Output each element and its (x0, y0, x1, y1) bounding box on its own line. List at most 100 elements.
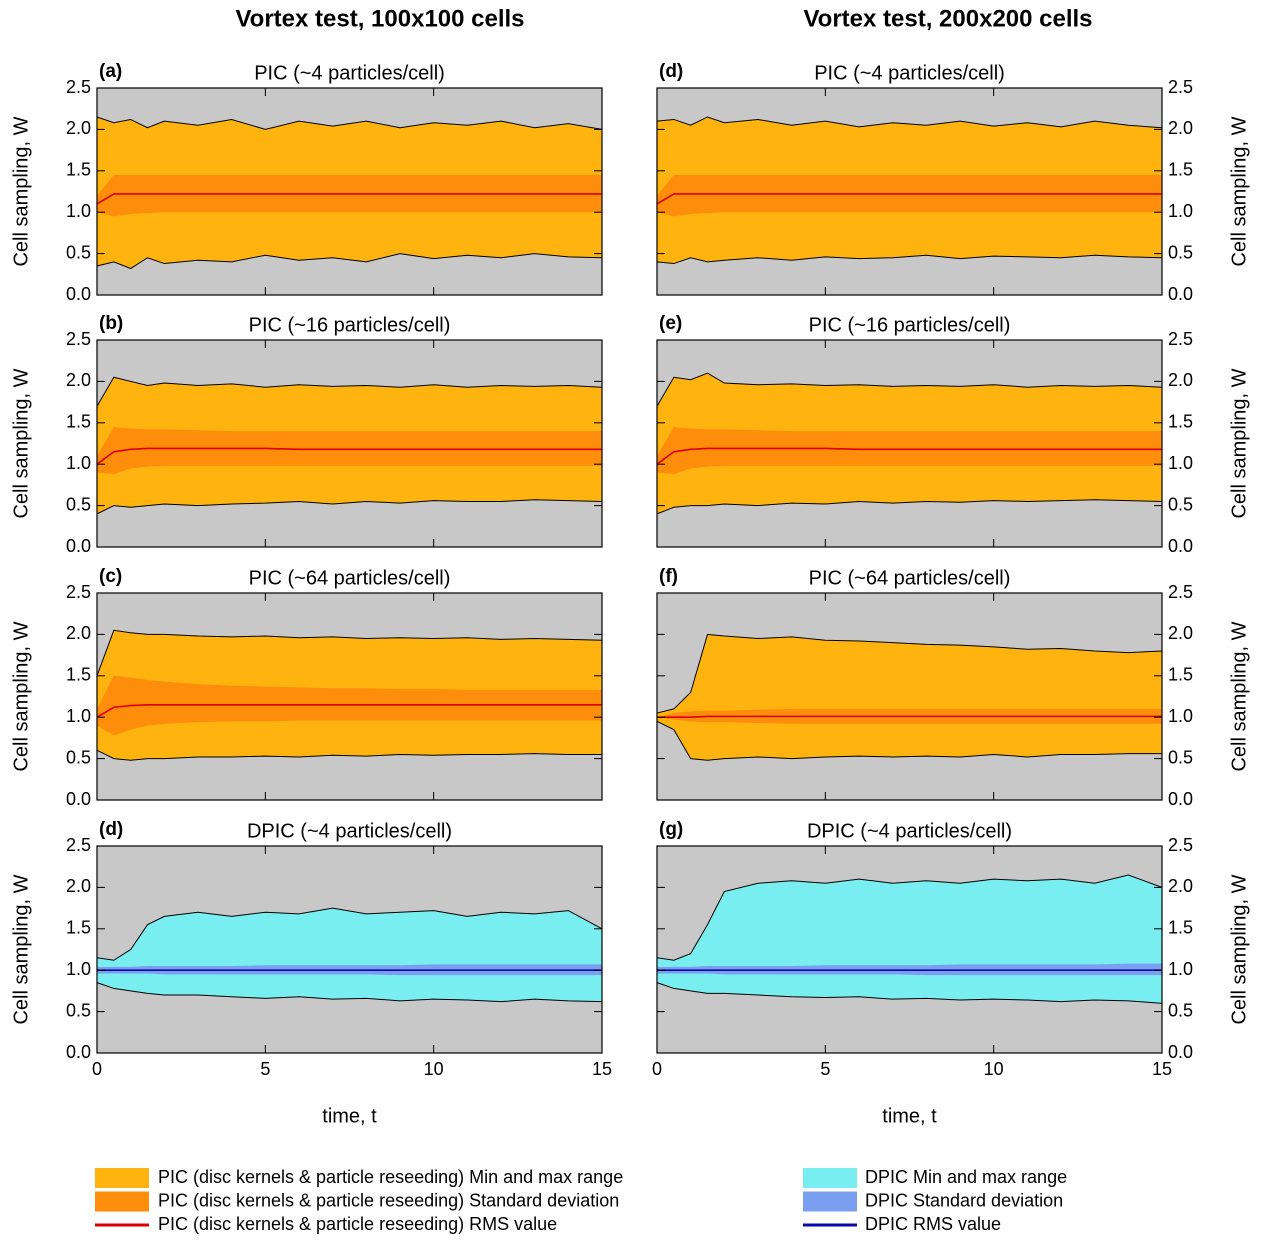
y-tick-label: 2.5 (1168, 835, 1193, 855)
range-band (657, 874, 1162, 1004)
range-edge (96, 629, 603, 676)
y-tick-label: 0.0 (66, 789, 91, 809)
y-axis-label: Cell sampling, W (1228, 116, 1250, 266)
rms-line (96, 447, 602, 465)
y-tick-label: 2.0 (1168, 118, 1193, 138)
panel: 0.0 0.5 1.0 1.5 2.0 2.5 (f) PIC (~64 particles/… (656, 566, 1250, 809)
panel-label: (e) (659, 313, 682, 334)
column-title: Vortex test, 100x100 cells (235, 5, 524, 32)
plot-frame (96, 845, 603, 1054)
range-edge (96, 982, 603, 1003)
y-tick-label: 2.5 (1168, 329, 1193, 349)
y-tick-label: 1.5 (66, 665, 91, 685)
y-tick-label: 0.0 (1168, 1042, 1193, 1062)
y-tick-label: 2.5 (1168, 77, 1193, 97)
y-tick-label: 0.5 (66, 747, 91, 767)
range-edge (96, 907, 603, 961)
panel: 0.0 0.5 1.0 1.5 2.0 2.5 (b) PIC (~16 particles/… (10, 313, 603, 556)
y-axis-label: Cell sampling, W (10, 116, 32, 266)
range-edge (656, 633, 1163, 714)
panel-title: PIC (~4 particles/cell) (814, 62, 1005, 84)
range-edge (96, 499, 603, 515)
y-tick-label: 0.5 (66, 242, 91, 262)
rms-line (96, 193, 602, 205)
plot-frame (656, 592, 1163, 801)
plot-frame (96, 87, 603, 296)
y-tick-label: 0.5 (1168, 494, 1193, 514)
panel-title: PIC (~64 particles/cell) (809, 567, 1011, 589)
legend-label: PIC (disc kernels & particle reseeding) … (158, 1167, 623, 1187)
y-tick-label: 2.5 (1168, 582, 1193, 602)
panel: 0.0 0.5 1.0 1.5 2.0 2.5 0 5 10 15 (d) DPIC (~4 part… (10, 819, 612, 1127)
x-tick-label: 15 (592, 1059, 612, 1079)
legend-label: PIC (disc kernels & particle reseeding) … (158, 1190, 619, 1210)
y-tick-label: 0.5 (66, 494, 91, 514)
y-axis-label: Cell sampling, W (1228, 368, 1250, 518)
y-tick-label: 2.0 (1168, 370, 1193, 390)
legend-label: DPIC Standard deviation (865, 1190, 1063, 1210)
y-tick-label: 0.0 (66, 536, 91, 556)
x-tick-label: 0 (652, 1059, 662, 1079)
panel-label: (d) (99, 819, 123, 840)
y-tick-label: 1.5 (66, 918, 91, 938)
panel-label: (g) (659, 819, 683, 840)
range-edge (96, 749, 602, 761)
y-tick-label: 0.0 (1168, 284, 1193, 304)
plot-frame (656, 87, 1163, 296)
legend-label: DPIC Min and max range (865, 1167, 1067, 1187)
x-tick-label: 15 (1152, 1059, 1172, 1079)
y-tick-label: 2.0 (1168, 876, 1193, 896)
y-tick-label: 1.5 (66, 160, 91, 180)
x-tick-label: 0 (92, 1059, 102, 1079)
y-tick-label: 0.0 (1168, 536, 1193, 556)
y-axis-label: Cell sampling, W (10, 874, 32, 1024)
y-tick-label: 1.0 (1168, 706, 1193, 726)
legend-label: PIC (disc kernels & particle reseeding) … (158, 1214, 557, 1234)
y-tick-label: 2.5 (66, 329, 91, 349)
y-tick-label: 1.5 (1168, 918, 1193, 938)
rms-line (96, 703, 602, 718)
y-tick-label: 1.0 (1168, 201, 1193, 221)
range-edge (656, 720, 1162, 761)
y-tick-label: 0.5 (1168, 242, 1193, 262)
y-tick-label: 2.5 (66, 835, 91, 855)
plot-frame (656, 845, 1163, 1054)
legend-label: DPIC RMS value (865, 1214, 1001, 1234)
x-axis-label: time, t (322, 1105, 377, 1127)
plot-frame (656, 339, 1163, 548)
range-edge (96, 376, 603, 407)
x-tick-label: 10 (984, 1059, 1004, 1079)
range-edge (96, 253, 603, 270)
panel-label: (d) (659, 61, 683, 82)
panel-label: (f) (659, 566, 678, 587)
plot-frame (96, 592, 603, 801)
panel-title: DPIC (~4 particles/cell) (807, 820, 1012, 842)
panel: 0.0 0.5 1.0 1.5 2.0 2.5 (d) PIC (~4 particles/c… (656, 61, 1250, 304)
rms-line (657, 715, 1162, 719)
y-tick-label: 1.0 (66, 453, 91, 473)
legend-swatch (803, 1168, 857, 1188)
rms-line (656, 193, 1162, 205)
range-band (657, 174, 1162, 217)
y-tick-label: 0.0 (1168, 789, 1193, 809)
y-tick-label: 1.5 (1168, 665, 1193, 685)
range-band (97, 174, 602, 217)
panel-title: PIC (~16 particles/cell) (809, 314, 1011, 336)
legend-swatch (95, 1168, 149, 1188)
column-title: Vortex test, 200x200 cells (803, 5, 1092, 32)
range-edge (656, 116, 1163, 129)
x-tick-label: 5 (260, 1059, 270, 1079)
range-edge (656, 499, 1163, 515)
panel: 0.0 0.5 1.0 1.5 2.0 2.5 (a) PIC (~4 particles/c… (10, 61, 603, 304)
panel-label: (a) (99, 61, 122, 82)
y-tick-label: 1.0 (66, 706, 91, 726)
y-tick-label: 2.0 (66, 623, 91, 643)
y-axis-label: Cell sampling, W (10, 621, 32, 771)
y-tick-label: 1.5 (1168, 412, 1193, 432)
range-edge (656, 254, 1163, 265)
y-tick-label: 2.0 (66, 876, 91, 896)
y-tick-label: 1.0 (1168, 453, 1193, 473)
y-tick-label: 2.0 (1168, 623, 1193, 643)
panel-title: PIC (~16 particles/cell) (249, 314, 451, 336)
